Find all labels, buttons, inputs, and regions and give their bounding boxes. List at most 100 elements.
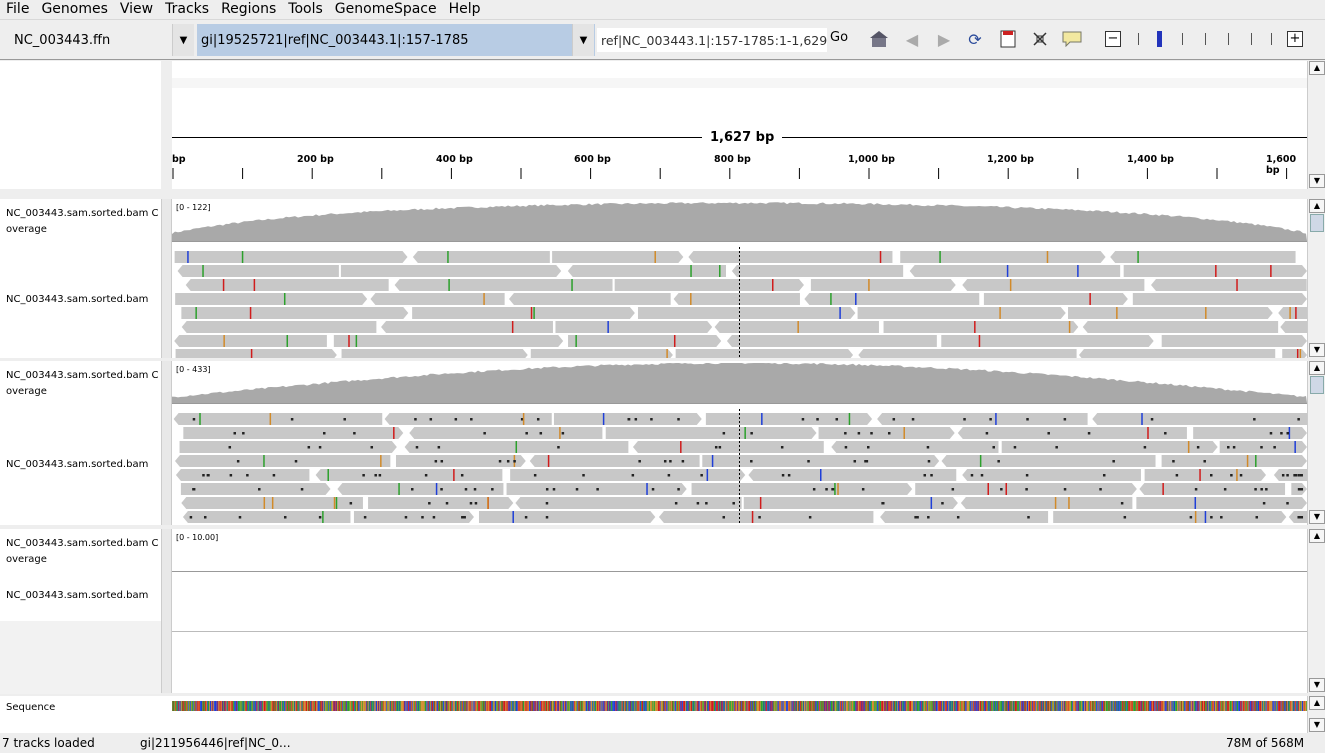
sequence-base [963, 701, 964, 711]
chevron-down-icon[interactable]: ▼ [172, 24, 194, 56]
refresh-icon[interactable]: ⟳ [968, 29, 982, 49]
ruler-scrollbar[interactable]: ▲ ▼ [1307, 61, 1325, 189]
track-scrollbar-2[interactable]: ▲ ▼ [1307, 361, 1325, 525]
sequence-base [1205, 701, 1206, 711]
go-button[interactable]: Go [830, 30, 849, 45]
sequence-track-name[interactable]: Sequence [6, 702, 56, 713]
zoom-slider-thumb[interactable] [1157, 31, 1162, 47]
sequence-base [1090, 701, 1092, 711]
sequence-base [222, 701, 224, 711]
sequence-base [991, 701, 992, 711]
resize-icon[interactable] [1028, 27, 1052, 51]
coverage-track-name[interactable]: NC_003443.sam.sorted.bam Coverage [6, 538, 159, 565]
sequence-base [617, 701, 619, 711]
sequence-base [1000, 701, 1002, 711]
sequence-base [347, 701, 348, 711]
zoom-tick[interactable] [1251, 33, 1252, 45]
home-icon[interactable] [867, 27, 891, 51]
track-data-1[interactable]: [0 - 122] [172, 199, 1307, 358]
sequence-scrollbar[interactable]: ▲ ▼ [1307, 696, 1325, 733]
alignment-view-1[interactable] [172, 199, 1307, 358]
sequence-base [387, 701, 389, 711]
coverage-track-name[interactable]: NC_003443.sam.sorted.bam Coverage [6, 370, 159, 397]
scroll-up-icon[interactable]: ▲ [1309, 199, 1325, 213]
sequence-base [1254, 701, 1256, 711]
zoom-tick[interactable] [1138, 33, 1139, 45]
menu-tools[interactable]: Tools [288, 1, 323, 17]
scroll-up-icon[interactable]: ▲ [1309, 361, 1325, 375]
scroll-down-icon[interactable]: ▼ [1309, 174, 1325, 188]
scroll-down-icon[interactable]: ▼ [1309, 343, 1325, 357]
sequence-base [433, 701, 435, 711]
alignment-track-name[interactable]: NC_003443.sam.sorted.bam [6, 590, 149, 601]
locus-input[interactable] [597, 28, 827, 52]
scroll-down-icon[interactable]: ▼ [1309, 510, 1325, 524]
zoom-out-button[interactable]: − [1105, 31, 1121, 47]
sequence-base [1210, 701, 1212, 711]
zoom-tick[interactable] [1205, 33, 1206, 45]
sequence-base [1067, 701, 1069, 711]
sequence-track[interactable] [172, 696, 1307, 733]
forward-icon[interactable]: ▶ [937, 29, 951, 49]
menu-genomes[interactable]: Genomes [41, 1, 108, 17]
track-data-3[interactable]: [0 - 10.00] [172, 529, 1307, 693]
sequence-base [1035, 701, 1037, 711]
coverage-track-name[interactable]: NC_003443.sam.sorted.bam Coverage [6, 208, 159, 235]
sequence-base [1243, 701, 1244, 711]
scroll-down-icon[interactable]: ▼ [1309, 678, 1325, 692]
sequence-base [179, 701, 181, 711]
sequence-base [1231, 701, 1233, 711]
zoom-tick[interactable] [1271, 33, 1272, 45]
chromosome-dropdown[interactable]: gi|19525721|ref|NC_003443.1|:157-1785 ▼ [197, 24, 595, 56]
sequence-base [589, 701, 590, 711]
alignment-track-name[interactable]: NC_003443.sam.sorted.bam [6, 294, 149, 305]
menu-tracks[interactable]: Tracks [165, 1, 210, 17]
back-icon[interactable]: ◀ [905, 29, 919, 49]
menu-genomespace[interactable]: GenomeSpace [334, 1, 437, 17]
roi-icon[interactable] [996, 27, 1020, 51]
alignment-track-name[interactable]: NC_003443.sam.sorted.bam [6, 459, 149, 470]
status-memory[interactable]: 78M of 568M [1226, 736, 1305, 750]
sequence-base [485, 701, 487, 711]
sequence-base [865, 701, 866, 711]
sequence-base [1269, 701, 1271, 711]
mismatch-mark [1147, 427, 1149, 439]
track-scrollbar-1[interactable]: ▲ ▼ [1307, 199, 1325, 358]
mismatch-mark [559, 427, 561, 439]
sequence-base [604, 701, 606, 711]
zoom-in-button[interactable]: + [1287, 31, 1303, 47]
sequence-base [1121, 701, 1122, 711]
sequence-base [377, 701, 379, 711]
sequence-base [506, 701, 508, 711]
menu-view[interactable]: View [119, 1, 154, 17]
zoom-tick[interactable] [1182, 33, 1183, 45]
ruler-area[interactable]: 1,627 bp bp 200 bp 400 bp 600 bp 800 bp … [172, 61, 1307, 189]
track-scrollbar-3[interactable]: ▲ ▼ [1307, 529, 1325, 693]
alignment-view-2[interactable] [172, 361, 1307, 525]
chevron-down-icon[interactable]: ▼ [572, 24, 594, 56]
sequence-base [1210, 701, 1211, 711]
scroll-thumb[interactable] [1310, 214, 1324, 232]
scroll-up-icon[interactable]: ▲ [1309, 61, 1325, 75]
scroll-up-icon[interactable]: ▲ [1309, 696, 1325, 710]
menu-file[interactable]: File [6, 1, 30, 17]
sequence-base [1306, 701, 1307, 711]
menu-regions[interactable]: Regions [221, 1, 277, 17]
sequence-base [1081, 701, 1083, 711]
sequence-base [454, 701, 456, 711]
scroll-down-icon[interactable]: ▼ [1309, 718, 1325, 732]
popup-icon[interactable] [1060, 27, 1084, 51]
menu-help[interactable]: Help [448, 1, 481, 17]
track-data-2[interactable]: [0 - 433] [172, 361, 1307, 525]
sequence-base [987, 701, 989, 711]
scroll-up-icon[interactable]: ▲ [1309, 529, 1325, 543]
sequence-base [995, 701, 997, 711]
sequence-base [539, 701, 541, 711]
zoom-tick[interactable] [1228, 33, 1229, 45]
sequence-base [1252, 701, 1254, 711]
sequence-base [742, 701, 744, 711]
sequence-base [729, 701, 731, 711]
genome-dropdown[interactable]: NC_003443.ffn ▼ [0, 24, 194, 56]
scroll-thumb[interactable] [1310, 376, 1324, 394]
aligned-read [552, 251, 684, 263]
